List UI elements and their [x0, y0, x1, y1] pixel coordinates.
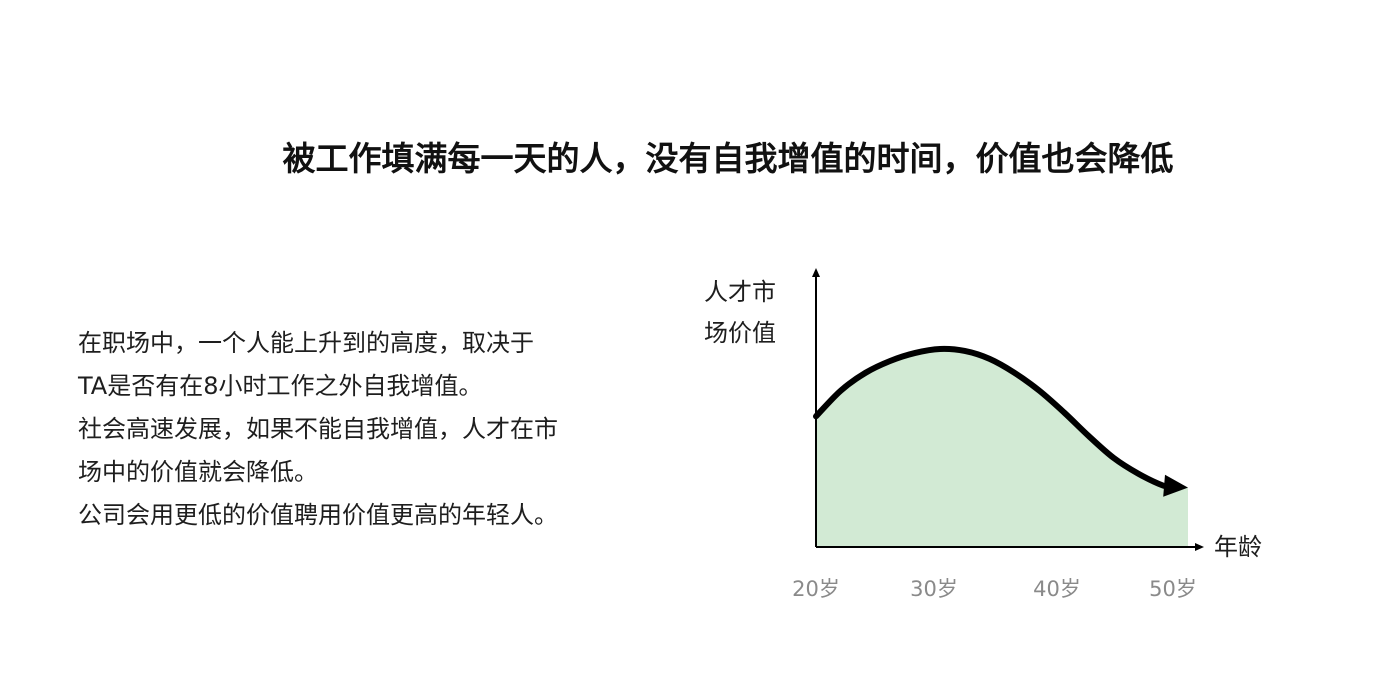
y-axis-arrowhead [812, 268, 820, 277]
y-axis-label-line: 人才市 [704, 278, 776, 306]
description-line: 在职场中，一个人能上升到的高度，取决于 [78, 329, 534, 357]
description-line: 场中的价值就会降低。 [78, 458, 318, 486]
curve-arrowhead [1163, 474, 1188, 497]
value-curve [813, 345, 1175, 490]
x-axis-label: 年龄 [1214, 533, 1262, 561]
description-text: 在职场中，一个人能上升到的高度，取决于 TA是否有在8小时工作之外自我增值。 社… [78, 322, 638, 537]
y-axis-label-line: 场价值 [704, 319, 776, 347]
value-area [816, 348, 1188, 547]
page-title: 被工作填满每一天的人，没有自我增值的时间，价值也会降低 [282, 139, 1174, 178]
description-line: 社会高速发展，如果不能自我增值，人才在市 [78, 415, 558, 443]
x-tick-label: 30岁 [910, 577, 958, 601]
y-axis-label: 人才市 场价值 [704, 272, 794, 354]
x-tick-label: 40岁 [1033, 577, 1081, 601]
x-axis-arrowhead [1195, 543, 1204, 551]
description-line: TA是否有在8小时工作之外自我增值。 [78, 372, 483, 400]
x-tick-label: 50岁 [1149, 577, 1197, 601]
description-line: 公司会用更低的价值聘用价值更高的年轻人。 [78, 501, 558, 529]
x-tick-label: 20岁 [792, 577, 840, 601]
